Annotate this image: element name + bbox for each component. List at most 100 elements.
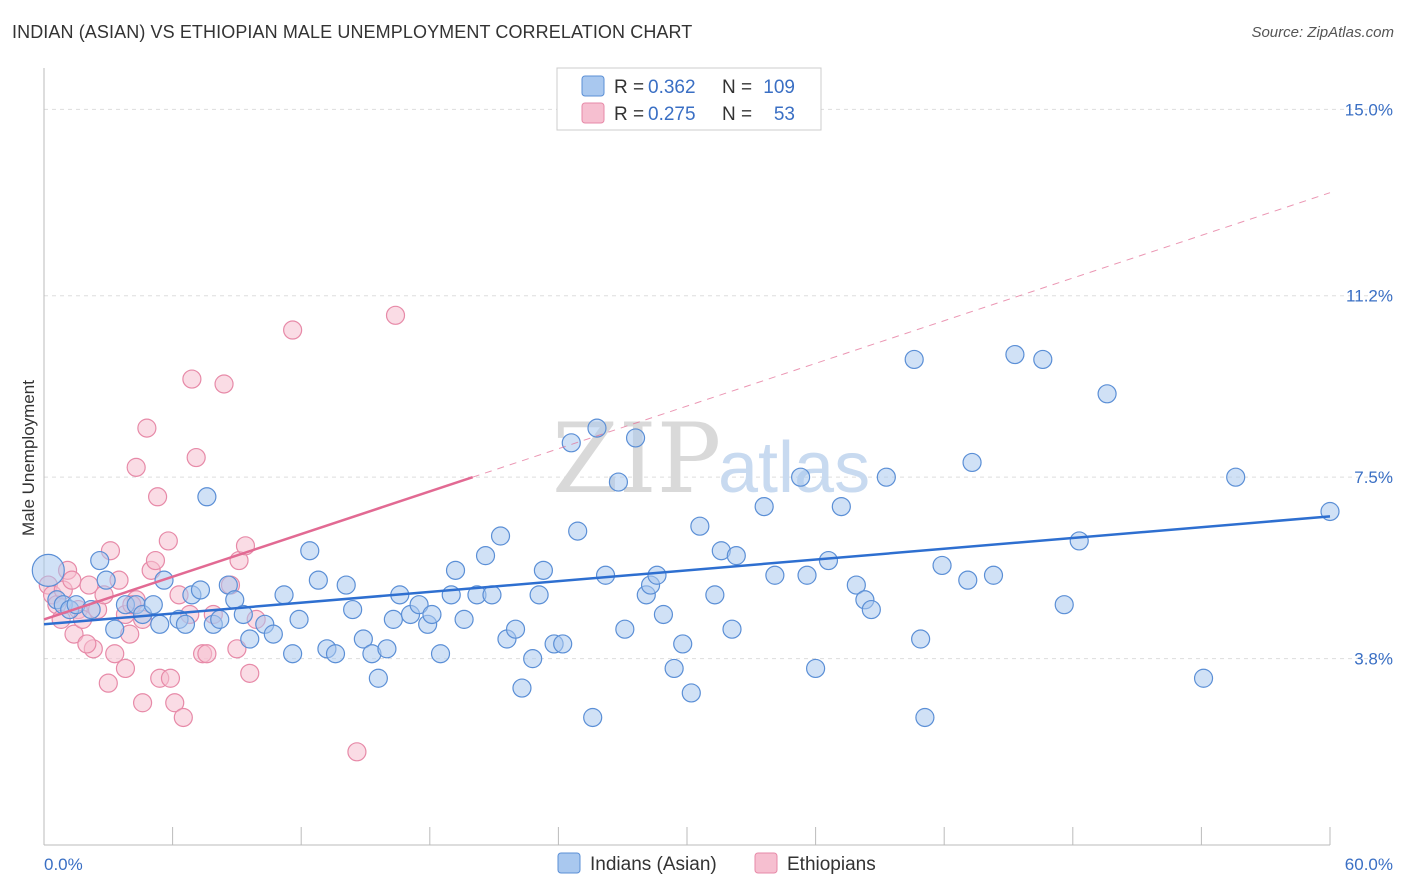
indians-point-44 bbox=[409, 595, 429, 615]
indians-point-12 bbox=[143, 595, 163, 615]
indians-point-88 bbox=[818, 550, 839, 571]
ethiopians-point-27 bbox=[158, 531, 178, 551]
axes bbox=[43, 68, 1331, 846]
indians-point-31 bbox=[300, 541, 320, 561]
indians-point-103 bbox=[1054, 595, 1074, 615]
ethiopians-point-52 bbox=[227, 639, 247, 659]
indians-point-67 bbox=[595, 565, 616, 585]
ethiopians-point-45 bbox=[385, 305, 406, 325]
indians-point-0 bbox=[31, 553, 65, 587]
ethiopians-point-43 bbox=[283, 320, 303, 340]
watermark-atlas: atlas bbox=[718, 428, 870, 508]
indians-point-105 bbox=[1097, 384, 1117, 404]
y-axis-label: Male Unemployment bbox=[19, 380, 38, 536]
ethiopians-point-22 bbox=[137, 418, 157, 438]
indians-point-53 bbox=[482, 585, 502, 605]
indians-point-87 bbox=[805, 658, 826, 679]
indians-point-36 bbox=[343, 599, 363, 620]
y-tick-label-3: 15.0% bbox=[1345, 100, 1393, 119]
indians-point-86 bbox=[797, 565, 817, 585]
indians-point-6 bbox=[90, 550, 110, 571]
indians-point-75 bbox=[664, 658, 684, 679]
ethiopians-point-19 bbox=[126, 457, 146, 477]
indians-point-60 bbox=[533, 560, 553, 580]
ethiopians-point-5 bbox=[64, 624, 84, 644]
ethiopians-trendline-2 bbox=[472, 192, 1331, 478]
indians-point-65 bbox=[583, 707, 603, 728]
indians-point-97 bbox=[932, 555, 952, 576]
indians-point-56 bbox=[505, 619, 526, 639]
indians-point-18 bbox=[190, 580, 211, 600]
indians-point-106 bbox=[1193, 668, 1214, 688]
y-tick-label-2: 11.2% bbox=[1346, 287, 1393, 306]
indians-point-49 bbox=[445, 560, 466, 580]
indians-point-24 bbox=[233, 604, 253, 625]
indians-point-37 bbox=[353, 629, 373, 649]
indians-point-46 bbox=[422, 604, 442, 625]
bottom-legend-swatch-ethiopians bbox=[754, 852, 778, 874]
indians-point-83 bbox=[754, 496, 774, 517]
legend-n-value-2: 53 bbox=[774, 104, 795, 125]
indians-point-64 bbox=[568, 521, 588, 541]
indians-point-90 bbox=[846, 575, 866, 595]
legend-box: R = 0.362 N = 109 R = 0.275 N = 53 bbox=[556, 67, 822, 131]
bottom-legend-ethiopians: Ethiopians bbox=[787, 854, 876, 875]
bottom-legend-swatch-indians bbox=[557, 852, 581, 874]
indians-point-77 bbox=[681, 683, 701, 703]
indians-point-70 bbox=[625, 428, 646, 448]
indians-point-98 bbox=[958, 570, 978, 590]
indians-point-107 bbox=[1226, 467, 1246, 487]
ethiopians-points bbox=[38, 305, 406, 762]
indians-point-34 bbox=[325, 644, 346, 664]
indians-point-102 bbox=[1033, 349, 1053, 370]
legend-r-label-2: R = bbox=[614, 104, 644, 125]
indians-point-93 bbox=[876, 467, 896, 487]
indians-point-16 bbox=[175, 614, 196, 634]
ethiopians-point-41 bbox=[240, 663, 260, 683]
indians-point-27 bbox=[263, 624, 283, 644]
indians-point-66 bbox=[587, 418, 607, 438]
indians-point-94 bbox=[904, 349, 924, 370]
y-tick-label-1: 7.5% bbox=[1354, 468, 1393, 487]
ethiopians-point-33 bbox=[186, 447, 206, 468]
legend-n-value-1: 109 bbox=[763, 77, 795, 98]
indians-point-19 bbox=[197, 487, 217, 507]
watermark: ZIP atlas bbox=[552, 403, 870, 515]
chart-title: INDIAN (ASIAN) VS ETHIOPIAN MALE UNEMPLO… bbox=[12, 22, 693, 42]
indians-point-96 bbox=[915, 707, 935, 728]
indians-point-25 bbox=[240, 629, 260, 649]
indians-point-92 bbox=[861, 599, 881, 620]
indians-point-7 bbox=[96, 570, 116, 590]
y-tick-label-0: 3.8% bbox=[1354, 650, 1393, 669]
legend-swatch-indians bbox=[581, 75, 605, 97]
indians-point-63 bbox=[561, 433, 581, 453]
indians-point-74 bbox=[653, 604, 674, 625]
indians-point-32 bbox=[308, 570, 328, 590]
indians-point-28 bbox=[274, 585, 294, 605]
indians-point-50 bbox=[454, 609, 474, 629]
legend-n-label-2: N = bbox=[722, 104, 752, 125]
indians-point-13 bbox=[150, 614, 170, 634]
indians-point-52 bbox=[475, 546, 496, 566]
indians-point-39 bbox=[368, 668, 388, 688]
indians-point-95 bbox=[911, 629, 931, 649]
indians-point-59 bbox=[529, 585, 549, 605]
indians-point-82 bbox=[726, 546, 746, 566]
legend-n-label-1: N = bbox=[722, 77, 752, 98]
ethiopians-point-44 bbox=[347, 742, 367, 762]
indians-point-79 bbox=[705, 585, 725, 605]
ethiopians-point-49 bbox=[105, 644, 125, 664]
legend-r-value-2: 0.275 bbox=[648, 104, 696, 125]
source-credit: Source: ZipAtlas.com bbox=[1251, 24, 1394, 41]
legend-r-value-1: 0.362 bbox=[648, 77, 696, 98]
x-tick-label-min: 0.0% bbox=[44, 855, 83, 874]
indians-point-62 bbox=[553, 634, 573, 654]
trend-lines bbox=[43, 192, 1331, 626]
indians-point-58 bbox=[523, 649, 543, 669]
indians-point-81 bbox=[722, 619, 742, 639]
indians-point-54 bbox=[490, 526, 511, 546]
ethiopians-point-21 bbox=[132, 693, 153, 713]
indians-point-29 bbox=[283, 644, 303, 664]
indians-point-21 bbox=[210, 609, 230, 629]
